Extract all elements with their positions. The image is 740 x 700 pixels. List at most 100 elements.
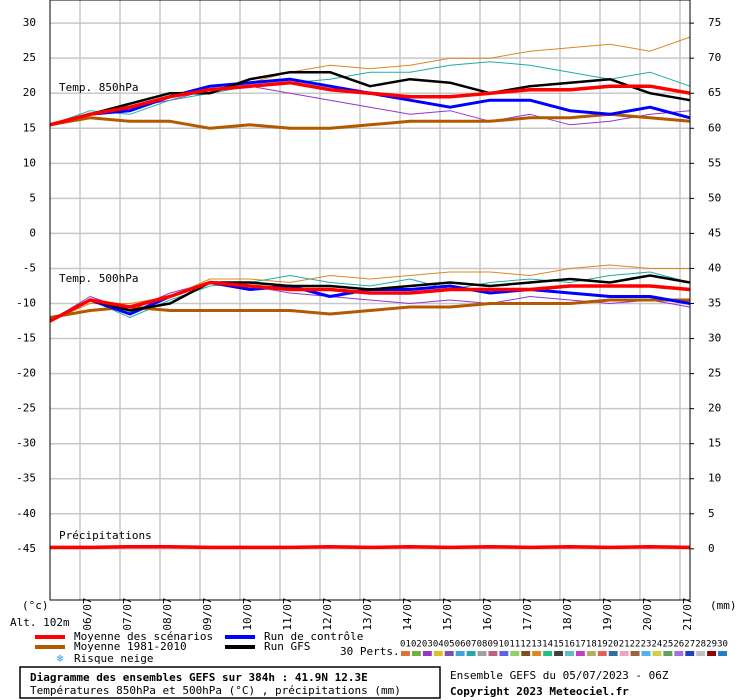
perturbation-swatch: [521, 651, 531, 656]
x-tick-label: 11/07: [281, 597, 294, 630]
y2-tick-label: 45: [708, 226, 721, 239]
perturbation-name: 21: [619, 640, 630, 650]
perturbation-name: 27: [684, 640, 695, 650]
y2-tick-label: 60: [708, 121, 721, 134]
perturbation-name: 03: [422, 640, 433, 650]
perturbation-swatch: [477, 651, 487, 656]
perturbation-name: 14: [542, 640, 553, 650]
perturbation-swatch: [554, 651, 563, 656]
x-tick-label: 15/07: [441, 597, 454, 630]
perturbation-swatch: [685, 651, 695, 656]
series-line: [49, 80, 691, 127]
y2-tick-label: 30: [708, 332, 721, 345]
perturbation-name: 12: [520, 640, 531, 650]
perturbation-name: 15: [553, 640, 564, 650]
perturbation-swatch: [652, 651, 662, 656]
subtitle: Températures 850hPa et 500hPa (°C) , pré…: [30, 684, 401, 697]
y-tick-label: 25: [23, 51, 36, 64]
perturbation-swatch: [455, 651, 465, 656]
perturbation-name: 07: [466, 640, 477, 650]
y-tick-label: -20: [16, 367, 36, 380]
y2-tick-label: 35: [708, 297, 721, 310]
y2-tick-label: 70: [708, 51, 721, 64]
perturbation-swatch: [641, 651, 651, 656]
y2-tick-label: 10: [708, 472, 721, 485]
perturbation-name: 06: [455, 640, 466, 650]
perturbation-name: 24: [652, 640, 663, 650]
perturbation-swatch: [707, 651, 717, 656]
perturbation-name: 29: [706, 640, 717, 650]
perturbation-name: 19: [597, 640, 608, 650]
x-tick-label: 12/07: [321, 597, 334, 630]
perturbation-swatch: [597, 651, 607, 656]
perturbation-swatch: [718, 651, 727, 656]
x-tick-label: 21/07: [681, 597, 694, 630]
perturbation-name: 11: [509, 640, 520, 650]
y-tick-label: -10: [16, 297, 36, 310]
y2-tick-label: 25: [708, 367, 721, 380]
x-tick-label: 08/07: [161, 597, 174, 630]
y-unit: (°c): [22, 599, 49, 612]
perturbation-name: 18: [586, 640, 597, 650]
legend-label: Moyenne 1981-2010: [74, 640, 187, 653]
series-line: [49, 61, 691, 126]
y2-tick-label: 75: [708, 16, 721, 29]
perturbation-swatch: [696, 651, 706, 656]
perturbation-swatch: [444, 651, 454, 656]
panel-label: Temp. 850hPa: [59, 81, 138, 94]
x-tick-label: 19/07: [601, 597, 614, 630]
y-tick-label: 15: [23, 121, 36, 134]
perturbation-swatch: [586, 651, 596, 656]
panel-label: Précipitations: [59, 529, 152, 542]
x-tick-label: 14/07: [401, 597, 414, 630]
perturbation-swatch: [543, 651, 553, 656]
y-tick-label: -15: [16, 332, 36, 345]
perturbation-swatch: [532, 651, 542, 656]
y2-unit: (mm): [710, 599, 737, 612]
perturbation-swatch: [565, 651, 574, 656]
perturbation-swatch: [466, 651, 476, 656]
y2-tick-label: 15: [708, 437, 721, 450]
y2-tick-label: 20: [708, 402, 721, 415]
y2-tick-label: 40: [708, 261, 721, 274]
y-tick-label: -5: [23, 261, 36, 274]
y-tick-label: 0: [29, 226, 36, 239]
title: Diagramme des ensembles GEFS sur 384h : …: [30, 671, 368, 684]
perturbation-name: 17: [575, 640, 586, 650]
y-tick-label: -40: [16, 507, 36, 520]
perturbation-name: 26: [673, 640, 684, 650]
x-tick-label: 18/07: [561, 597, 574, 630]
perturbation-swatch: [422, 651, 432, 656]
y2-tick-label: 50: [708, 191, 721, 204]
y2-tick-label: 5: [708, 507, 715, 520]
snow-icon: ❄: [57, 652, 64, 665]
perturbation-name: 04: [433, 640, 444, 650]
perturbation-name: 08: [477, 640, 488, 650]
perturbation-name: 23: [641, 640, 652, 650]
perturbation-swatch: [575, 651, 585, 656]
y-tick-label: -30: [16, 437, 36, 450]
perturbation-swatch: [433, 651, 443, 656]
x-tick-label: 20/07: [641, 597, 654, 630]
perturbation-name: 09: [488, 640, 499, 650]
plot: [49, 36, 691, 550]
x-tick-label: 09/07: [201, 597, 214, 630]
plot-frame: [49, 0, 691, 601]
perturbation-name: 22: [630, 640, 641, 650]
perturbation-swatch: [619, 651, 629, 656]
perturbation-name: 25: [662, 640, 673, 650]
run-label: Ensemble GEFS du 05/07/2023 - 06Z: [450, 669, 669, 682]
perturbation-name: 10: [498, 640, 509, 650]
y2-tick-label: 65: [708, 86, 721, 99]
series-line: [49, 112, 691, 130]
perturbation-swatch: [630, 651, 640, 656]
perturbation-name: 28: [695, 640, 706, 650]
perturbation-swatch: [401, 651, 410, 656]
series-line: [49, 274, 691, 323]
y-tick-label: 5: [29, 191, 36, 204]
perturbation-swatch: [663, 651, 673, 656]
y-tick-label: 30: [23, 16, 36, 29]
perturbation-name: 05: [444, 640, 455, 650]
legend-label: Risque neige: [74, 652, 153, 665]
